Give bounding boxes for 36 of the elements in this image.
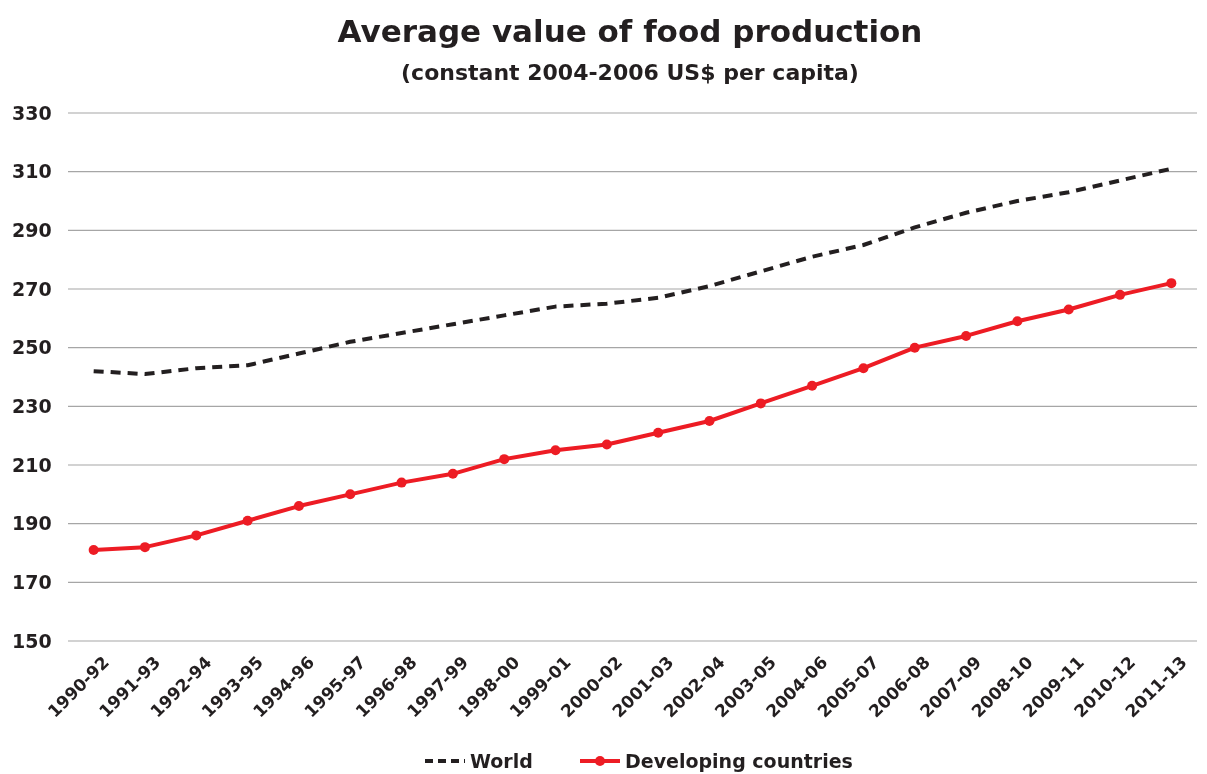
- point: [858, 363, 869, 374]
- point: [447, 468, 458, 479]
- y-tick-label: 330: [12, 101, 52, 124]
- point: [755, 398, 766, 409]
- y-tick-label: 150: [12, 629, 52, 652]
- point: [242, 515, 253, 526]
- y-tick-label: 170: [12, 570, 52, 593]
- y-tick-label: 190: [12, 512, 52, 535]
- point: [704, 416, 715, 426]
- point: [961, 330, 972, 341]
- point: [550, 445, 561, 456]
- y-tick-label: 230: [12, 394, 52, 417]
- point: [293, 501, 304, 512]
- legend-label: Developing countries: [625, 749, 853, 772]
- point: [191, 530, 202, 541]
- point: [1063, 304, 1074, 315]
- point: [1012, 316, 1023, 327]
- point: [396, 477, 407, 488]
- point: [909, 342, 920, 353]
- point: [345, 489, 356, 500]
- y-tick-label: 210: [12, 453, 52, 476]
- point: [807, 380, 818, 391]
- point: [653, 427, 664, 438]
- y-tick-label: 310: [12, 160, 52, 183]
- point: [601, 439, 612, 450]
- point: [499, 454, 510, 465]
- chart-subtitle: (constant 2004-2006 US$ per capita): [401, 60, 859, 85]
- point: [88, 545, 99, 556]
- point: [139, 542, 150, 553]
- point: [1166, 278, 1177, 289]
- chart-title: Average value of food production: [337, 13, 923, 49]
- y-tick-label: 290: [12, 218, 52, 241]
- y-tick-label: 250: [12, 336, 52, 359]
- y-tick-label: 270: [12, 277, 52, 300]
- point: [1115, 289, 1126, 300]
- legend-label: World: [470, 749, 533, 772]
